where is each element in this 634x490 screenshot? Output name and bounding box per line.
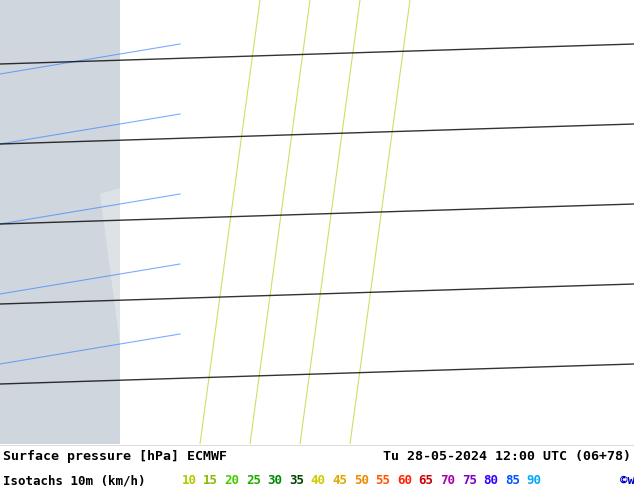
Text: 45: 45 xyxy=(332,474,347,487)
Text: ©weatheronline.co.uk: ©weatheronline.co.uk xyxy=(620,474,634,487)
Text: 30: 30 xyxy=(268,474,283,487)
Text: 70: 70 xyxy=(440,474,455,487)
Text: 60: 60 xyxy=(397,474,412,487)
Text: 15: 15 xyxy=(203,474,218,487)
Text: 50: 50 xyxy=(354,474,369,487)
Text: 35: 35 xyxy=(289,474,304,487)
Text: 75: 75 xyxy=(462,474,477,487)
Text: 40: 40 xyxy=(311,474,326,487)
Text: Tu 28-05-2024 12:00 UTC (06+78): Tu 28-05-2024 12:00 UTC (06+78) xyxy=(383,450,631,464)
Text: 90: 90 xyxy=(526,474,541,487)
Polygon shape xyxy=(100,164,300,364)
Text: 10: 10 xyxy=(181,474,197,487)
Text: 55: 55 xyxy=(375,474,391,487)
Polygon shape xyxy=(0,0,120,444)
Text: Surface pressure [hPa] ECMWF: Surface pressure [hPa] ECMWF xyxy=(3,450,227,464)
Text: 80: 80 xyxy=(483,474,498,487)
Text: 20: 20 xyxy=(224,474,240,487)
Text: 85: 85 xyxy=(505,474,520,487)
Text: Isotachs 10m (km/h): Isotachs 10m (km/h) xyxy=(3,474,146,487)
Text: 25: 25 xyxy=(246,474,261,487)
Text: 65: 65 xyxy=(418,474,434,487)
